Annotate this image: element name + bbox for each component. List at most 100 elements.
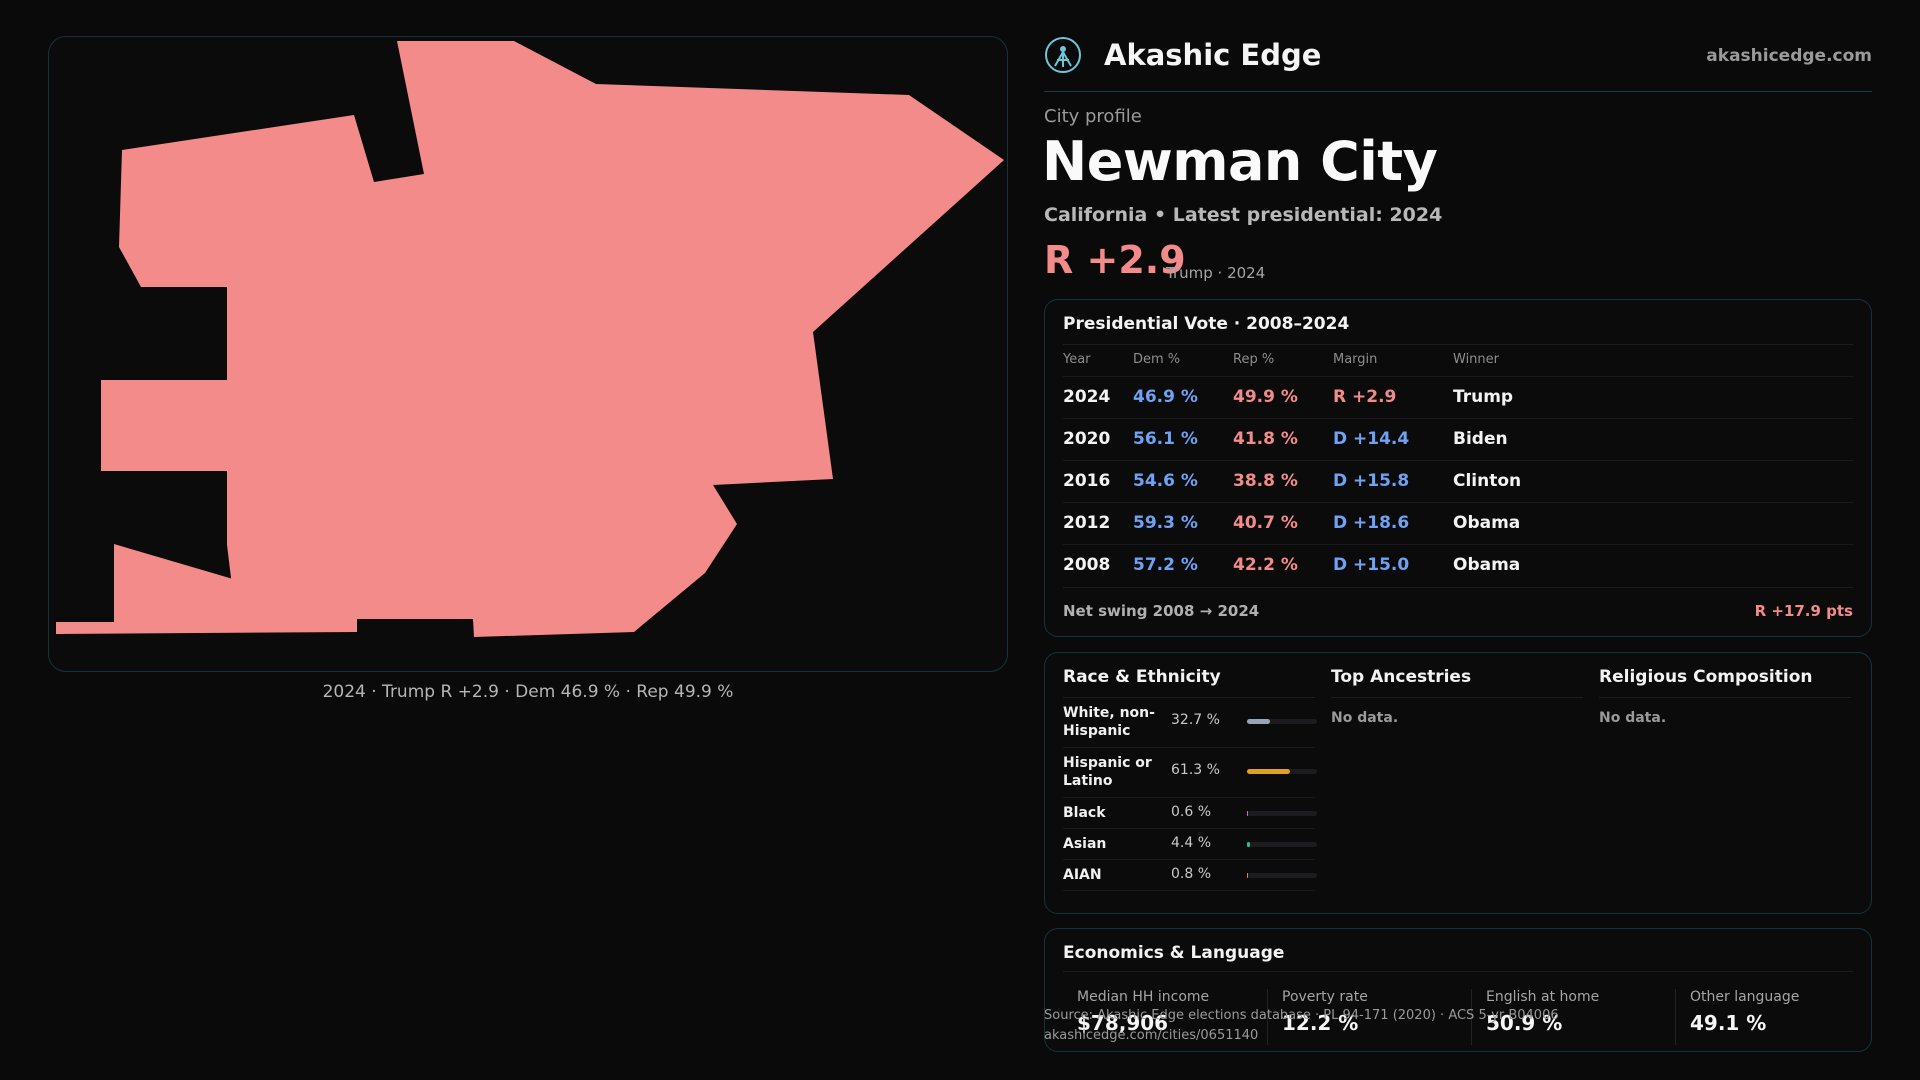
race-pct: 61.3 %: [1171, 762, 1220, 778]
religion-empty: No data.: [1599, 710, 1667, 726]
race-row: Black 0.6 %: [1063, 798, 1317, 829]
race-bar-fill: [1247, 719, 1270, 724]
row-dem: 46.9 %: [1133, 387, 1198, 407]
stat-label: Other language: [1690, 989, 1800, 1005]
race-bar: [1247, 842, 1317, 847]
race-name: Asian: [1063, 836, 1107, 852]
row-winner: Trump: [1453, 387, 1514, 407]
header-dem: Dem %: [1133, 352, 1181, 367]
site-link[interactable]: akashicedge.com: [1706, 46, 1872, 66]
row-rep: 42.2 %: [1233, 555, 1298, 575]
stat-label: English at home: [1486, 989, 1600, 1005]
source-footer: Source: Akashic Edge elections database …: [1044, 1006, 1559, 1046]
akashic-edge-logo-icon[interactable]: [1044, 36, 1082, 74]
ancestries-title: Top Ancestries: [1331, 667, 1583, 698]
race-bar-fill: [1247, 842, 1251, 847]
row-rep: 49.9 %: [1233, 387, 1298, 407]
header-winner: Winner: [1453, 352, 1500, 367]
row-rep: 41.8 %: [1233, 429, 1298, 449]
race-name: White, non-Hispanic: [1063, 705, 1155, 739]
net-swing-value: R +17.9 pts: [1754, 602, 1853, 620]
row-margin: D +18.6: [1333, 513, 1410, 533]
vote-card-divider: [1063, 587, 1853, 588]
profile-subline: California • Latest presidential: 2024: [1044, 204, 1443, 226]
row-margin: D +14.4: [1333, 429, 1410, 449]
economics-divider: [1063, 971, 1853, 972]
race-bar-fill: [1247, 811, 1249, 816]
race-pct: 32.7 %: [1171, 712, 1220, 728]
net-swing-label: Net swing 2008 → 2024: [1063, 602, 1260, 620]
race-bar: [1247, 873, 1317, 878]
page-title: Newman City: [1042, 130, 1438, 193]
race-bar: [1247, 811, 1317, 816]
race-ethnicity-section: Race & Ethnicity White, non-Hispanic 32.…: [1063, 667, 1317, 891]
profile-kicker: City profile: [1044, 106, 1142, 127]
row-margin: R +2.9: [1333, 387, 1397, 407]
row-year: 2020: [1063, 429, 1111, 449]
stat-value: 50.9 %: [1486, 1011, 1563, 1035]
race-bar-fill: [1247, 769, 1290, 774]
header-rep: Rep %: [1233, 352, 1275, 367]
race-bar-fill: [1247, 873, 1249, 878]
religion-title: Religious Composition: [1599, 667, 1851, 698]
race-bar: [1247, 719, 1317, 724]
demographics-card: Race & Ethnicity White, non-Hispanic 32.…: [1044, 652, 1872, 914]
site-header: Akashic Edge akashicedge.com: [1044, 36, 1872, 92]
religion-section: Religious Composition No data.: [1599, 667, 1851, 726]
row-year: 2012: [1063, 513, 1111, 533]
row-dem: 59.3 %: [1133, 513, 1198, 533]
economics-card: Economics & Language Median HH income $7…: [1044, 928, 1872, 1052]
race-pct: 0.6 %: [1171, 804, 1212, 820]
race-pct: 0.8 %: [1171, 866, 1212, 882]
brand-name[interactable]: Akashic Edge: [1104, 38, 1322, 72]
map-caption: 2024 · Trump R +2.9 · Dem 46.9 % · Rep 4…: [322, 682, 734, 702]
row-year: 2024: [1063, 387, 1111, 407]
city-boundary-map: [48, 36, 1008, 672]
race-pct: 4.4 %: [1171, 835, 1212, 851]
row-margin: D +15.0: [1333, 555, 1410, 575]
header-year: Year: [1063, 352, 1091, 367]
stat-value: 12.2 %: [1282, 1011, 1359, 1035]
source-text: Source: Akashic Edge elections database …: [1044, 1008, 1559, 1023]
row-dem: 54.6 %: [1133, 471, 1198, 491]
table-row: 2012 59.3 % 40.7 % D +18.6 Obama: [1063, 502, 1853, 544]
race-title: Race & Ethnicity: [1063, 667, 1315, 698]
presidential-vote-card: Presidential Vote · 2008–2024 Year Dem %…: [1044, 299, 1872, 637]
latest-margin-sub: Trump · 2024: [1166, 264, 1266, 282]
race-name: AIAN: [1063, 867, 1102, 883]
row-winner: Clinton: [1453, 471, 1522, 491]
table-row: 2008 57.2 % 42.2 % D +15.0 Obama: [1063, 544, 1853, 586]
row-dem: 57.2 %: [1133, 555, 1198, 575]
race-row: Hispanic or Latino 61.3 %: [1063, 748, 1317, 798]
stat-label: Poverty rate: [1282, 989, 1368, 1005]
row-rep: 40.7 %: [1233, 513, 1298, 533]
economics-title: Economics & Language: [1063, 943, 1285, 963]
table-row: 2024 46.9 % 49.9 % R +2.9 Trump: [1063, 376, 1853, 418]
stat-label: Median HH income: [1077, 989, 1210, 1005]
row-winner: Biden: [1453, 429, 1508, 449]
ancestries-empty: No data.: [1331, 710, 1399, 726]
row-margin: D +15.8: [1333, 471, 1410, 491]
race-row: AIAN 0.8 %: [1063, 860, 1317, 891]
vote-card-divider: [1063, 344, 1853, 345]
stat-poverty-rate: Poverty rate 12.2 %: [1267, 989, 1368, 1045]
source-url[interactable]: akashicedge.com/cities/0651140: [1044, 1028, 1259, 1043]
race-row: White, non-Hispanic 32.7 %: [1063, 698, 1317, 748]
stat-other-language: Other language 49.1 %: [1675, 989, 1799, 1045]
race-bar: [1247, 769, 1317, 774]
table-row: 2016 54.6 % 38.8 % D +15.8 Clinton: [1063, 460, 1853, 502]
latest-margin: R +2.9: [1044, 238, 1186, 282]
race-name: Hispanic or Latino: [1063, 755, 1152, 789]
row-dem: 56.1 %: [1133, 429, 1198, 449]
city-boundary-svg: [56, 41, 1004, 637]
table-row: 2020 56.1 % 41.8 % D +14.4 Biden: [1063, 418, 1853, 460]
row-winner: Obama: [1453, 555, 1521, 575]
stat-median-income: Median HH income $78,906: [1063, 989, 1209, 1045]
stat-value: $78,906: [1077, 1011, 1169, 1035]
row-winner: Obama: [1453, 513, 1521, 533]
row-year: 2016: [1063, 471, 1111, 491]
ancestries-section: Top Ancestries No data.: [1331, 667, 1583, 726]
stat-english-at-home: English at home 50.9 %: [1471, 989, 1599, 1045]
city-boundary-shape: [56, 41, 1004, 637]
stat-value: 49.1 %: [1690, 1011, 1767, 1035]
